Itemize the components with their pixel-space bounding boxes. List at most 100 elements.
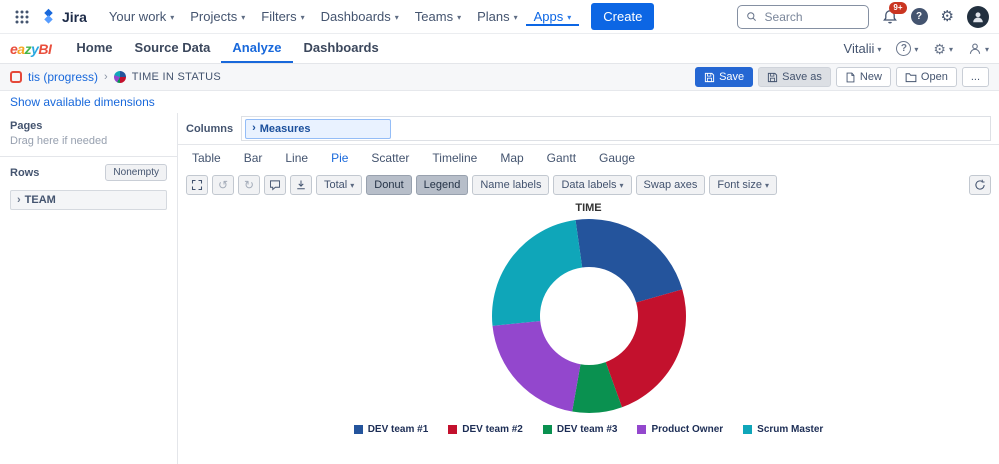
person-outline-icon <box>969 43 981 54</box>
settings-gear-icon[interactable]: ⚙ <box>940 8 954 25</box>
help-button[interactable]: ? <box>910 8 928 25</box>
pie-segment-dev-team-3[interactable] <box>571 362 622 414</box>
search-input[interactable] <box>762 8 860 25</box>
account-link[interactable]: tis (progress) <box>28 70 99 84</box>
open-label: Open <box>920 71 948 83</box>
chart-tab-gauge[interactable]: Gauge <box>599 151 636 165</box>
toggle-label: Legend <box>423 179 461 191</box>
toggle-data-labels[interactable]: Data labels ▾ <box>553 175 632 195</box>
jira-menu-dashboards[interactable]: Dashboards ▾ <box>313 7 407 26</box>
eazybi-logo-letter: e <box>10 40 18 57</box>
legend-item-dev-team-3[interactable]: DEV team #3 <box>542 424 618 435</box>
chart-tab-table[interactable]: Table <box>192 151 221 165</box>
search-icon <box>746 12 756 21</box>
jira-menu-apps[interactable]: Apps ▾ <box>525 7 580 26</box>
refresh-button[interactable] <box>969 175 991 195</box>
eazybi-logo-letter: I <box>48 40 52 57</box>
jira-menu-projects[interactable]: Projects ▾ <box>182 7 253 26</box>
redo-icon: ↻ <box>243 178 255 192</box>
chevron-down-icon: ▾ <box>394 12 399 22</box>
total-dropdown[interactable]: Total ▾ <box>316 175 363 195</box>
tab-dashboards[interactable]: Dashboards <box>303 40 379 55</box>
jira-logo[interactable]: Jira <box>40 8 87 25</box>
chart-area: TIME DEV team #1 DEV team #2 DEV team #3 Pr… <box>178 199 999 464</box>
columns-label: Columns <box>186 122 234 135</box>
new-button[interactable]: New <box>835 67 891 87</box>
legend-item-scrum-master[interactable]: Scrum Master <box>743 424 823 435</box>
toggle-legend[interactable]: Legend <box>415 175 469 195</box>
layout-panel: Pages Drag here if needed Rows Nonempty … <box>0 113 178 464</box>
toggle-label: Data labels <box>561 179 617 191</box>
nonempty-toggle[interactable]: Nonempty <box>105 164 167 181</box>
create-button[interactable]: Create <box>591 3 655 30</box>
pie-segment-product-owner[interactable] <box>492 320 580 412</box>
rows-dimension-team[interactable]: › TEAM <box>10 190 167 210</box>
more-button[interactable]: ... <box>961 67 989 87</box>
user-menu[interactable]: Vitalii ▾ <box>844 41 882 56</box>
pie-segment-dev-team-1[interactable] <box>575 218 682 303</box>
legend-label: DEV team #3 <box>556 424 618 435</box>
chevron-down-icon: ▾ <box>567 12 572 22</box>
columns-row: Columns › Measures <box>178 113 999 145</box>
app-switcher-icon[interactable] <box>10 5 34 29</box>
save-as-label: Save as <box>782 71 822 83</box>
chart-tab-pie[interactable]: Pie <box>331 151 349 165</box>
report-title: TIME IN STATUS <box>131 71 222 83</box>
grid-icon <box>15 10 29 23</box>
jira-menu-your-work[interactable]: Your work ▾ <box>101 7 182 26</box>
save-as-button[interactable]: Save as <box>758 67 831 87</box>
toggle-font-size[interactable]: Font size ▾ <box>709 175 778 195</box>
columns-dimension-measures[interactable]: › Measures <box>245 118 392 139</box>
account-icon <box>10 71 22 83</box>
jira-menu-teams[interactable]: Teams ▾ <box>407 7 469 26</box>
export-button[interactable] <box>290 175 312 195</box>
expand-icon <box>191 179 203 191</box>
jira-nav-right: 9+ ? ⚙ <box>736 0 989 33</box>
notifications-button[interactable]: 9+ <box>882 1 907 25</box>
user-avatar[interactable] <box>967 5 989 28</box>
chart-tab-bar[interactable]: Bar <box>243 151 263 165</box>
chart-option-toggles: Donut Legend Name labels Data labels ▾ Swap a… <box>366 175 778 195</box>
chart-tab-scatter[interactable]: Scatter <box>371 151 410 165</box>
pie-segment-scrum-master[interactable] <box>491 219 582 326</box>
comment-button[interactable] <box>264 175 286 195</box>
fullscreen-button[interactable] <box>186 175 208 195</box>
tab-home[interactable]: Home <box>76 40 113 55</box>
global-search[interactable] <box>736 4 869 29</box>
show-dimensions-link[interactable]: Show available dimensions <box>10 95 155 109</box>
chart-tab-map[interactable]: Map <box>500 151 524 165</box>
rows-section: Rows Nonempty › TEAM <box>0 157 177 219</box>
save-button[interactable]: Save <box>695 67 754 87</box>
tab-analyze[interactable]: Analyze <box>221 34 293 63</box>
jira-menu-filters[interactable]: Filters ▾ <box>253 7 312 26</box>
legend-item-dev-team-2[interactable]: DEV team #2 <box>448 424 523 435</box>
toggle-donut[interactable]: Donut <box>366 175 412 195</box>
folder-icon <box>905 72 917 82</box>
eazybi-account-menu[interactable]: ▾ <box>968 42 989 56</box>
pie-segment-dev-team-2[interactable] <box>605 289 686 408</box>
legend-item-product-owner[interactable]: Product Owner <box>637 424 723 435</box>
toggle-name-labels[interactable]: Name labels <box>472 175 550 195</box>
chart-tab-gantt[interactable]: Gantt <box>546 151 577 165</box>
eazybi-help-menu[interactable]: ? ▾ <box>896 41 918 56</box>
chevron-down-icon: ▾ <box>984 44 989 54</box>
legend-item-dev-team-1[interactable]: DEV team #1 <box>353 424 428 435</box>
chart-tab-line[interactable]: Line <box>285 151 309 165</box>
main-area: Columns › Measures Table Bar Line Pie Scatte… <box>178 113 999 464</box>
menu-item-label: Projects <box>190 9 238 24</box>
open-button[interactable]: Open <box>895 67 957 87</box>
tab-source-data[interactable]: Source Data <box>134 40 211 55</box>
undo-icon: ↺ <box>217 178 229 192</box>
chevron-down-icon: ▾ <box>619 181 624 190</box>
columns-drop-area[interactable]: › Measures <box>241 116 991 141</box>
toggle-swap-axes[interactable]: Swap axes <box>635 175 706 195</box>
notification-badge: 9+ <box>889 1 907 14</box>
redo-button[interactable]: ↻ <box>238 175 260 195</box>
chart-tab-timeline[interactable]: Timeline <box>432 151 478 165</box>
jira-logo-icon <box>44 8 53 24</box>
eazybi-settings-menu[interactable]: ⚙ ▾ <box>933 42 953 56</box>
menu-item-label: Apps <box>533 9 564 24</box>
undo-button[interactable]: ↺ <box>212 175 234 195</box>
jira-menu-plans[interactable]: Plans ▾ <box>469 7 526 26</box>
